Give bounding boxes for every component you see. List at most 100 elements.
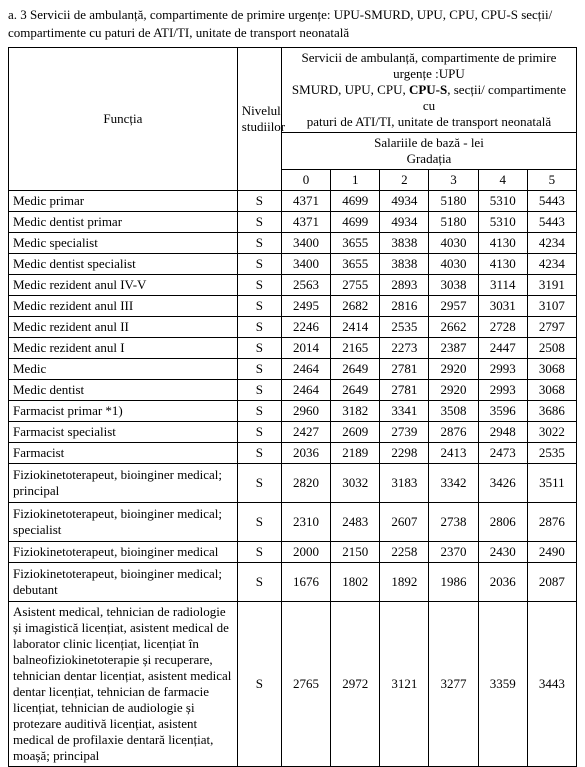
functia-cell: Medic dentist primar (9, 212, 238, 233)
value-cell: 2739 (380, 422, 429, 443)
value-cell: 2781 (380, 359, 429, 380)
functia-cell: Medic rezident anul III (9, 296, 238, 317)
value-cell: 5180 (429, 212, 478, 233)
value-cell: 2649 (331, 359, 380, 380)
nivel-cell: S (237, 338, 281, 359)
value-cell: 1802 (331, 563, 380, 602)
table-row: Medic rezident anul IV-VS256327552893303… (9, 275, 577, 296)
value-cell: 3359 (478, 602, 527, 767)
functia-cell: Farmacist (9, 443, 238, 464)
value-cell: 2993 (478, 359, 527, 380)
value-cell: 4030 (429, 233, 478, 254)
header-group-line3: paturi de ATI/TI, unitate de transport n… (307, 114, 551, 129)
value-cell: 2413 (429, 443, 478, 464)
functia-cell: Fiziokinetoterapeut, bioinginer medical;… (9, 563, 238, 602)
functia-cell: Medic rezident anul IV-V (9, 275, 238, 296)
functia-cell: Medic rezident anul I (9, 338, 238, 359)
value-cell: 3596 (478, 401, 527, 422)
value-cell: 3022 (527, 422, 576, 443)
nivel-cell: S (237, 542, 281, 563)
value-cell: 2150 (331, 542, 380, 563)
value-cell: 2483 (331, 503, 380, 542)
value-cell: 2298 (380, 443, 429, 464)
value-cell: 2535 (527, 443, 576, 464)
value-cell: 2473 (478, 443, 527, 464)
functia-cell: Farmacist primar *1) (9, 401, 238, 422)
value-cell: 2427 (281, 422, 330, 443)
value-cell: 2993 (478, 380, 527, 401)
value-cell: 5310 (478, 191, 527, 212)
value-cell: 2490 (527, 542, 576, 563)
value-cell: 4030 (429, 254, 478, 275)
table-row: Farmacist specialistS2427260927392876294… (9, 422, 577, 443)
value-cell: 2036 (478, 563, 527, 602)
value-cell: 3121 (380, 602, 429, 767)
nivel-cell: S (237, 275, 281, 296)
header-grad-5: 5 (527, 170, 576, 191)
value-cell: 2893 (380, 275, 429, 296)
nivel-cell: S (237, 233, 281, 254)
header-grad-2: 2 (380, 170, 429, 191)
functia-cell: Medic specialist (9, 233, 238, 254)
nivel-cell: S (237, 401, 281, 422)
functia-cell: Farmacist specialist (9, 422, 238, 443)
nivel-cell: S (237, 296, 281, 317)
value-cell: 3183 (380, 464, 429, 503)
value-cell: 4234 (527, 254, 576, 275)
nivel-cell: S (237, 191, 281, 212)
header-grad-1: 1 (331, 170, 380, 191)
value-cell: 3508 (429, 401, 478, 422)
value-cell: 4130 (478, 233, 527, 254)
value-cell: 2960 (281, 401, 330, 422)
value-cell: 2246 (281, 317, 330, 338)
value-cell: 2464 (281, 359, 330, 380)
value-cell: 4934 (380, 212, 429, 233)
value-cell: 2258 (380, 542, 429, 563)
value-cell: 3114 (478, 275, 527, 296)
value-cell: 2430 (478, 542, 527, 563)
value-cell: 2495 (281, 296, 330, 317)
value-cell: 2563 (281, 275, 330, 296)
value-cell: 4699 (331, 212, 380, 233)
header-salarii: Salariile de bază - leiGradația (281, 133, 576, 170)
value-cell: 2765 (281, 602, 330, 767)
value-cell: 2087 (527, 563, 576, 602)
header-nivel: Nivelul studiilor (237, 48, 281, 191)
table-row: Medic rezident anul IS201421652273238724… (9, 338, 577, 359)
table-row: Fiziokinetoterapeut, bioinginer medicalS… (9, 542, 577, 563)
value-cell: 2920 (429, 380, 478, 401)
table-row: Medic dentist primarS4371469949345180531… (9, 212, 577, 233)
header-grad-0: 0 (281, 170, 330, 191)
nivel-cell: S (237, 443, 281, 464)
nivel-cell: S (237, 503, 281, 542)
value-cell: 3655 (331, 233, 380, 254)
value-cell: 2609 (331, 422, 380, 443)
functia-cell: Fiziokinetoterapeut, bioinginer medical (9, 542, 238, 563)
value-cell: 3511 (527, 464, 576, 503)
table-caption: a. 3 Servicii de ambulanță, compartiment… (8, 6, 577, 41)
value-cell: 2447 (478, 338, 527, 359)
value-cell: 3032 (331, 464, 380, 503)
value-cell: 3838 (380, 254, 429, 275)
value-cell: 2273 (380, 338, 429, 359)
value-cell: 2820 (281, 464, 330, 503)
functia-cell: Medic primar (9, 191, 238, 212)
value-cell: 2189 (331, 443, 380, 464)
value-cell: 2036 (281, 443, 330, 464)
value-cell: 2464 (281, 380, 330, 401)
table-row: Medic rezident anul IIIS2495268228162957… (9, 296, 577, 317)
value-cell: 5443 (527, 191, 576, 212)
value-cell: 4371 (281, 212, 330, 233)
nivel-cell: S (237, 563, 281, 602)
value-cell: 2876 (527, 503, 576, 542)
table-row: Medic specialistS34003655383840304130423… (9, 233, 577, 254)
value-cell: 1892 (380, 563, 429, 602)
value-cell: 3341 (380, 401, 429, 422)
value-cell: 4934 (380, 191, 429, 212)
value-cell: 2948 (478, 422, 527, 443)
value-cell: 2607 (380, 503, 429, 542)
nivel-cell: S (237, 602, 281, 767)
value-cell: 2972 (331, 602, 380, 767)
header-sal-line2: Gradația (407, 151, 452, 166)
value-cell: 2876 (429, 422, 478, 443)
